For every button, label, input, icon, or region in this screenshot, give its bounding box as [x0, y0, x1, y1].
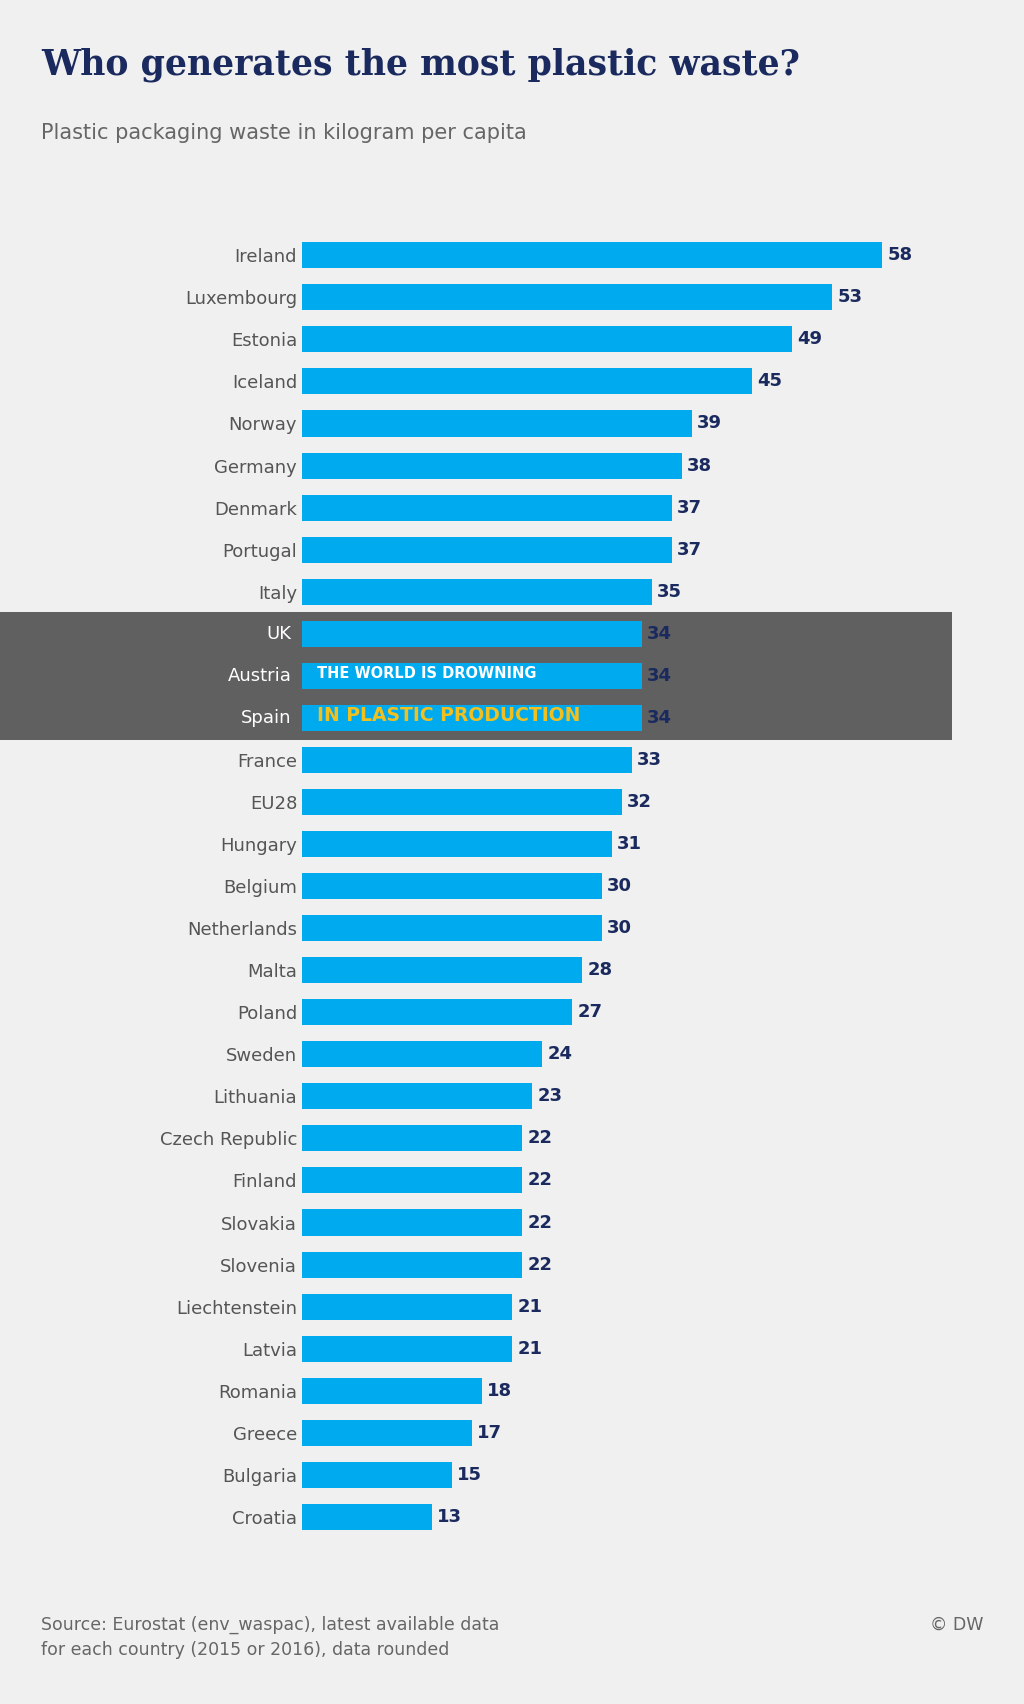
- Bar: [302, 327, 793, 353]
- Text: 37: 37: [677, 540, 702, 559]
- Bar: [302, 789, 623, 815]
- Bar: [302, 1419, 472, 1445]
- Text: 22: 22: [527, 1171, 552, 1189]
- Text: 30: 30: [607, 878, 632, 895]
- Text: 34: 34: [647, 666, 672, 685]
- Bar: [302, 1125, 522, 1152]
- Bar: [302, 1505, 432, 1530]
- Text: 32: 32: [627, 792, 652, 811]
- Bar: [302, 1379, 482, 1404]
- Bar: [302, 705, 642, 731]
- Text: 39: 39: [697, 414, 722, 433]
- Bar: [302, 999, 572, 1026]
- Text: 22: 22: [527, 1130, 552, 1147]
- Bar: [302, 1041, 542, 1067]
- Text: Plastic packaging waste in kilogram per capita: Plastic packaging waste in kilogram per …: [41, 123, 526, 143]
- Bar: [302, 1251, 522, 1278]
- Text: 58: 58: [887, 247, 912, 264]
- Bar: [302, 958, 583, 983]
- Text: Spain: Spain: [242, 709, 292, 728]
- Text: © DW: © DW: [930, 1615, 983, 1634]
- Text: 37: 37: [677, 499, 702, 516]
- Text: 31: 31: [617, 835, 642, 854]
- Text: Source: Eurostat (env_waspac), latest available data
for each country (2015 or 2: Source: Eurostat (env_waspac), latest av…: [41, 1615, 500, 1658]
- Bar: [302, 411, 692, 436]
- Bar: [302, 579, 652, 605]
- Bar: [302, 1210, 522, 1235]
- Bar: [302, 453, 682, 479]
- Text: 27: 27: [578, 1004, 602, 1021]
- Bar: [302, 1462, 453, 1488]
- Text: 21: 21: [517, 1298, 542, 1315]
- Text: 18: 18: [487, 1382, 512, 1399]
- Text: 49: 49: [798, 331, 822, 348]
- Text: 13: 13: [437, 1508, 462, 1525]
- Bar: [302, 1167, 522, 1193]
- Bar: [302, 705, 642, 731]
- Text: IN PLASTIC PRODUCTION: IN PLASTIC PRODUCTION: [317, 705, 581, 726]
- Text: 28: 28: [587, 961, 612, 980]
- Bar: [302, 494, 672, 521]
- Text: 30: 30: [607, 918, 632, 937]
- Bar: [302, 620, 642, 648]
- Bar: [302, 663, 642, 688]
- Text: 17: 17: [477, 1425, 502, 1442]
- Bar: [302, 537, 672, 562]
- Bar: [302, 746, 632, 774]
- Bar: [302, 1336, 512, 1361]
- Text: 23: 23: [538, 1087, 562, 1106]
- Text: 53: 53: [838, 288, 862, 307]
- Text: 33: 33: [637, 751, 663, 769]
- Bar: [302, 832, 612, 857]
- Bar: [302, 1293, 512, 1319]
- Text: 34: 34: [647, 625, 672, 642]
- Text: 24: 24: [547, 1045, 572, 1063]
- Bar: [302, 612, 952, 740]
- Bar: [302, 663, 642, 688]
- Bar: [302, 1084, 532, 1109]
- Text: Austria: Austria: [228, 666, 292, 685]
- Text: 21: 21: [517, 1339, 542, 1358]
- Bar: [302, 242, 883, 268]
- Text: 22: 22: [527, 1213, 552, 1232]
- Text: THE WORLD IS DROWNING: THE WORLD IS DROWNING: [317, 666, 537, 682]
- Text: 35: 35: [657, 583, 682, 602]
- Text: UK: UK: [267, 625, 292, 642]
- Bar: [302, 620, 642, 648]
- Text: 15: 15: [457, 1465, 482, 1484]
- Text: 45: 45: [758, 373, 782, 390]
- Bar: [302, 368, 753, 394]
- Bar: [302, 872, 602, 900]
- Text: 34: 34: [647, 709, 672, 728]
- Text: 38: 38: [687, 457, 713, 474]
- Text: Who generates the most plastic waste?: Who generates the most plastic waste?: [41, 48, 800, 82]
- Bar: [302, 285, 833, 310]
- Text: 22: 22: [527, 1256, 552, 1273]
- Bar: [302, 915, 602, 941]
